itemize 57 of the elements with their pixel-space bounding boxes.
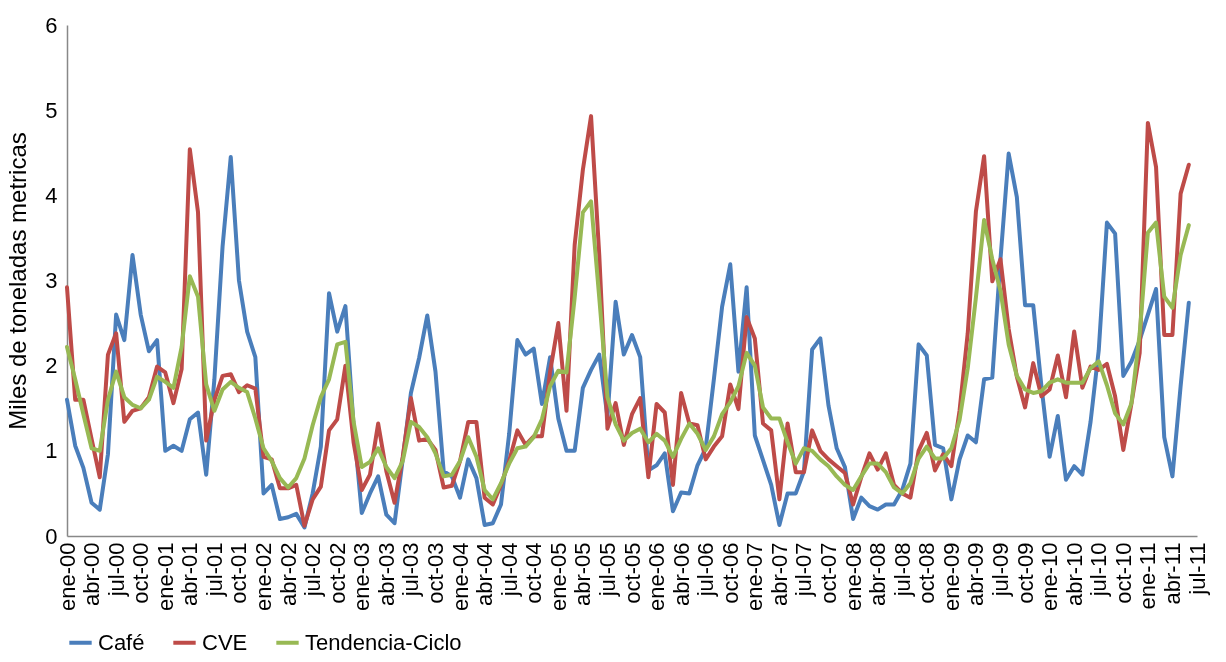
y-tick-label: 1 — [45, 438, 58, 464]
x-tick-label: ene-08 — [840, 542, 866, 612]
x-tick-label: jul-09 — [987, 542, 1013, 598]
x-tick-label: oct-07 — [816, 542, 842, 604]
legend-label: CVE — [202, 629, 248, 655]
x-tick-label: oct-00 — [128, 542, 154, 604]
x-tick-label: ene-09 — [938, 542, 964, 612]
y-tick-label: 2 — [45, 353, 58, 379]
y-tick-label: 3 — [45, 268, 58, 293]
x-tick-label: oct-06 — [717, 542, 743, 604]
x-tick-label: ene-10 — [1037, 542, 1063, 612]
y-tick-label: 4 — [45, 182, 58, 208]
x-tick-label: abr-08 — [865, 542, 891, 607]
x-tick-label: ene-03 — [349, 542, 375, 612]
x-tick-label: oct-08 — [914, 542, 940, 604]
x-tick-label: ene-05 — [545, 542, 571, 612]
x-tick-label: abr-11 — [1159, 542, 1185, 605]
x-tick-label: abr-04 — [472, 542, 498, 607]
x-tick-label: jul-01 — [201, 542, 227, 598]
x-tick-label: ene-04 — [447, 542, 473, 612]
x-tick-label: jul-06 — [693, 542, 719, 598]
x-tick-label: jul-10 — [1086, 542, 1112, 598]
x-tick-label: oct-01 — [226, 542, 252, 604]
x-tick-label: oct-03 — [422, 542, 448, 604]
x-tick-label: jul-02 — [300, 542, 326, 598]
x-tick-label: ene-11 — [1135, 542, 1161, 610]
x-tick-label: jul-04 — [496, 542, 522, 598]
x-tick-label: jul-08 — [889, 542, 915, 598]
x-tick-label: abr-06 — [668, 542, 694, 607]
x-tick-label: jul-05 — [594, 542, 620, 598]
x-tick-label: abr-07 — [766, 542, 792, 607]
x-tick-label: abr-09 — [963, 542, 989, 607]
x-tick-label: oct-02 — [324, 542, 350, 604]
x-tick-label: jul-07 — [791, 542, 817, 598]
x-tick-label: oct-09 — [1012, 542, 1038, 604]
legend-label: Tendencia-Ciclo — [305, 629, 462, 655]
x-tick-label: ene-02 — [251, 542, 277, 612]
y-tick-label: 6 — [45, 12, 58, 38]
x-tick-label: jul-00 — [103, 542, 129, 598]
x-tick-label: abr-02 — [275, 542, 301, 607]
legend-label: Café — [98, 629, 145, 655]
y-axis-title: Miles de toneladas metricas — [4, 132, 32, 430]
x-tick-label: abr-00 — [79, 542, 105, 607]
x-tick-label: ene-06 — [644, 542, 670, 612]
y-tick-label: 5 — [45, 97, 58, 123]
x-tick-label: abr-03 — [373, 542, 399, 607]
x-tick-label: oct-04 — [521, 542, 547, 604]
x-tick-label: jul-03 — [398, 542, 424, 598]
line-series — [65, 199, 1191, 502]
x-tick-label: abr-05 — [570, 542, 596, 607]
x-tick-label: ene-07 — [742, 542, 768, 612]
x-tick-label: abr-10 — [1061, 542, 1087, 607]
x-tick-label: oct-05 — [619, 542, 645, 604]
x-tick-label: ene-01 — [152, 542, 178, 612]
x-tick-label: jul-11 — [1184, 542, 1210, 596]
x-tick-label: abr-01 — [177, 542, 203, 607]
x-tick-label: oct-10 — [1110, 542, 1136, 604]
